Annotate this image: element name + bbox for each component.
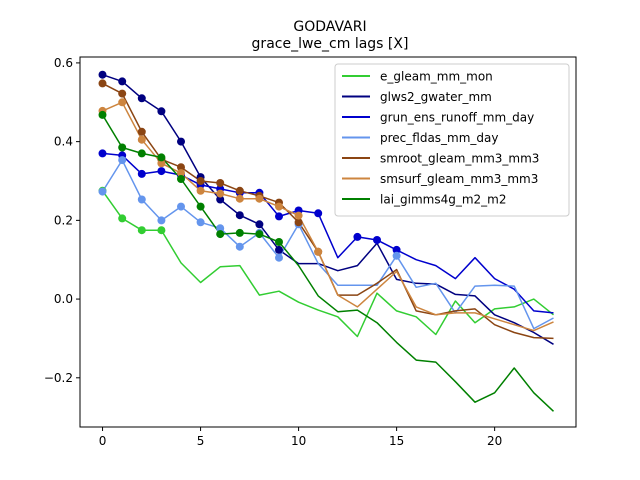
chart-title: GODAVARI [293,19,366,35]
data-point-e_gleam_mm_mon [118,214,127,223]
data-point-glws2_gwater_mm [177,137,185,146]
data-point-grun_ens_runoff_mm_day [275,212,283,221]
legend-label-smsurf_gleam_mm3_mm3: smsurf_gleam_mm3_mm3 [380,172,538,186]
data-point-lai_gimms4g_m2_m2 [98,110,107,119]
data-point-e_gleam_mm_mon [157,226,166,235]
data-point-prec_fldas_mm_day [235,242,244,251]
legend-label-prec_fldas_mm_day: prec_fldas_mm_day [380,131,499,145]
data-point-glws2_gwater_mm [137,94,146,103]
y-tick-label: 0.4 [54,135,73,149]
data-point-lai_gimms4g_m2_m2 [196,202,205,211]
y-axis: −0.2 0.0 0.2 0.4 0.6 [44,56,80,385]
data-point-prec_fldas_mm_day [98,187,107,196]
data-point-smsurf_gleam_mm3_mm3 [177,169,185,178]
data-point-grun_ens_runoff_mm_day [353,232,362,241]
y-tick-label: −0.2 [44,371,73,385]
y-tick-label: 0.0 [54,292,73,306]
data-point-smsurf_gleam_mm3_mm3 [137,135,146,144]
y-tick-label: 0.6 [54,56,73,70]
x-tick-label: 15 [389,434,404,448]
data-point-grun_ens_runoff_mm_day [98,149,107,158]
data-point-prec_fldas_mm_day [137,195,146,204]
data-point-grun_ens_runoff_mm_day [373,236,381,244]
data-point-smroot_gleam_mm3_mm3 [177,163,185,172]
series-line-e_gleam_mm_mon [101,190,554,338]
data-point-lai_gimms4g_m2_m2 [118,143,127,152]
legend-label-e_gleam_mm_mon: e_gleam_mm_mon [380,70,493,84]
data-point-glws2_gwater_mm [157,107,166,116]
series-markers [98,70,401,262]
data-point-glws2_gwater_mm [255,220,264,229]
x-tick-label: 20 [487,434,502,448]
data-point-smroot_gleam_mm3_mm3 [294,218,303,227]
data-point-grun_ens_runoff_mm_day [157,167,166,176]
data-point-lai_gimms4g_m2_m2 [255,230,264,239]
data-point-grun_ens_runoff_mm_day [314,209,323,218]
data-point-smsurf_gleam_mm3_mm3 [157,159,166,168]
data-point-smsurf_gleam_mm3_mm3 [275,202,283,211]
data-point-lai_gimms4g_m2_m2 [275,238,283,246]
legend-label-smroot_gleam_mm3_mm3: smroot_gleam_mm3_mm3 [380,152,539,166]
data-point-prec_fldas_mm_day [118,156,127,165]
data-point-smroot_gleam_mm3_mm3 [196,177,205,185]
data-point-smsurf_gleam_mm3_mm3 [118,98,127,107]
data-point-smroot_gleam_mm3_mm3 [118,89,127,98]
data-point-lai_gimms4g_m2_m2 [216,230,225,239]
data-point-prec_fldas_mm_day [392,251,401,260]
data-point-glws2_gwater_mm [235,211,244,220]
data-point-grun_ens_runoff_mm_day [137,169,146,178]
data-point-smroot_gleam_mm3_mm3 [98,79,107,88]
data-point-prec_fldas_mm_day [177,202,185,211]
data-point-smsurf_gleam_mm3_mm3 [314,247,323,256]
legend-label-lai_gimms4g_m2_m2: lai_gimms4g_m2_m2 [380,193,507,207]
data-point-smroot_gleam_mm3_mm3 [235,186,244,195]
data-point-smsurf_gleam_mm3_mm3 [235,194,244,203]
x-tick-label: 5 [197,434,205,448]
data-point-grun_ens_runoff_mm_day [392,245,401,254]
data-point-lai_gimms4g_m2_m2 [235,228,244,237]
data-point-prec_fldas_mm_day [275,253,283,262]
data-point-prec_fldas_mm_day [216,224,225,233]
legend-frame [334,63,570,217]
chart-subtitle: grace_lwe_cm lags [X] [252,36,409,52]
x-axis: 0 5 10 15 20 [99,427,502,448]
data-point-smroot_gleam_mm3_mm3 [137,127,146,136]
x-tick-label: 10 [291,434,306,448]
series-line-glws2_gwater_mm [102,73,554,345]
data-point-smsurf_gleam_mm3_mm3 [255,194,264,203]
data-point-lai_gimms4g_m2_m2 [157,153,166,162]
data-point-prec_fldas_mm_day [157,216,166,225]
data-point-glws2_gwater_mm [216,195,225,204]
data-point-lai_gimms4g_m2_m2 [177,175,185,183]
data-point-e_gleam_mm_mon [137,226,146,235]
data-point-lai_gimms4g_m2_m2 [137,149,146,158]
data-point-glws2_gwater_mm [98,70,107,79]
legend-label-glws2_gwater_mm: glws2_gwater_mm [380,90,492,104]
data-point-smsurf_gleam_mm3_mm3 [216,189,225,198]
x-tick-label: 0 [99,434,107,448]
data-point-glws2_gwater_mm [118,77,127,86]
legend: e_gleam_mm_mon glws2_gwater_mm grun_ens_ru… [334,63,570,217]
data-point-smsurf_gleam_mm3_mm3 [196,186,205,195]
plot-frame [79,56,577,428]
data-point-prec_fldas_mm_day [196,218,205,227]
data-point-smroot_gleam_mm3_mm3 [216,179,225,187]
data-point-smsurf_gleam_mm3_mm3 [294,211,303,220]
y-tick-label: 0.2 [54,213,73,227]
data-point-glws2_gwater_mm [275,245,283,254]
legend-label-grun_ens_runoff_mm_day: grun_ens_runoff_mm_day [380,111,534,125]
